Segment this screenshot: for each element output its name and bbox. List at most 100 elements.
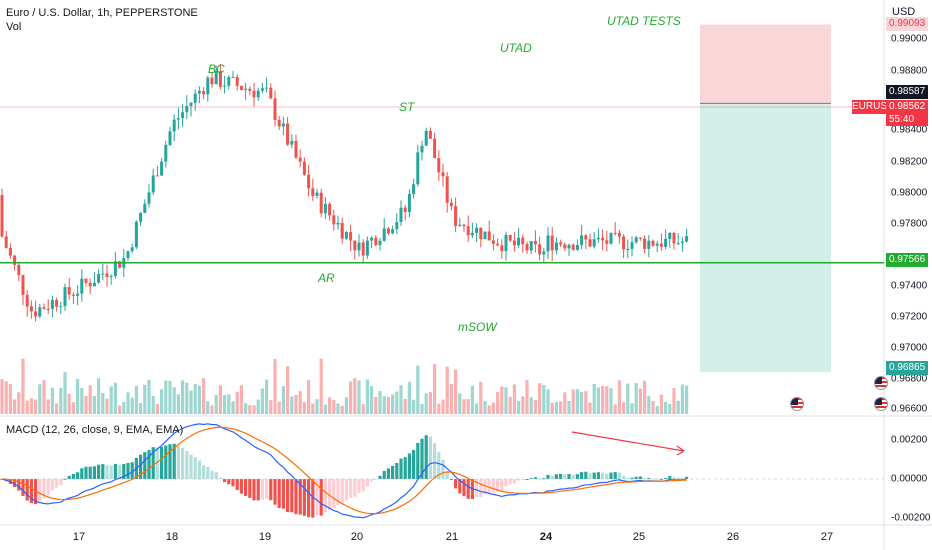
volume-bar [391,394,395,414]
candle-body [609,232,613,244]
take-profit-zone [700,103,831,373]
candle-body [248,88,252,91]
volume-bar [328,397,332,414]
volume-bar [17,392,21,414]
macd-histogram-bar [378,475,382,479]
volume-bar [46,399,50,414]
currency-label[interactable]: USD [892,6,916,18]
position-zones[interactable] [700,24,831,373]
volume-bar [67,393,71,414]
volume-bar [34,399,38,414]
macd-histogram-bar [479,479,483,498]
annotation-ar[interactable]: AR [318,271,335,285]
candle-body [596,237,600,240]
chart-title[interactable]: Euro / U.S. Dollar, 1h, PEPPERSTONE [6,7,198,19]
macd-histogram-bar [563,474,567,479]
macd-histogram-bar [155,447,159,479]
macd-histogram-bar [651,478,655,480]
candle-body [244,88,248,90]
volume-bar [344,397,348,414]
candle-body [622,236,626,250]
volume-bar [118,405,122,414]
candle-body [197,91,201,94]
volume-bar [214,395,218,414]
macd-histogram-bar [176,445,180,479]
macd-histogram-bar [441,459,445,479]
volume-bar [617,380,621,414]
macd-histogram-bar [164,445,168,479]
us-flag-icon[interactable] [790,397,804,411]
macd-histogram-bar [315,479,319,516]
macd-histogram-bar [668,476,672,479]
candle-body [399,207,403,222]
price-tick: 0.97400 [891,280,928,292]
macd-histogram-bar [529,478,533,480]
volume-bar [189,390,193,414]
macd-histogram-bar [307,479,311,518]
volume-bar [664,401,668,414]
us-flag-icon[interactable] [874,397,888,411]
target-price-tag: 0.96865 [886,361,928,375]
macd-histogram-bar [538,478,542,480]
volume-bar [483,400,487,414]
volume-bar [508,396,512,414]
volume-bar [206,401,210,414]
volume-bar [433,363,437,414]
candle-body [286,123,290,145]
candle-body [55,299,59,307]
candle-body [386,228,390,234]
candle-body [567,244,571,249]
candle-body [260,88,264,91]
annotation-msow[interactable]: mSOW [458,320,497,334]
volume-bar [63,372,67,414]
us-flag-icon[interactable] [874,376,888,390]
macd-histogram-bar [126,462,130,479]
macd-histogram-bar [609,472,613,479]
annotation-st[interactable]: ST [399,100,415,114]
volume-bar [655,405,659,414]
macd-line [1,423,687,519]
candle-body [580,235,584,246]
divergence-line [571,431,685,452]
entry-price-tag: 0.98587 [886,85,928,99]
candle-body [113,261,117,277]
volume-bar [97,378,101,414]
annotation-utad-tests[interactable]: UTAD TESTS [607,14,681,28]
macd-histogram-bar [596,472,600,479]
macd-histogram-bar [500,479,504,492]
macd-histogram-bar [214,472,218,479]
macd-histogram-bar [298,479,302,515]
volume-bar [659,394,663,414]
volume-bar [13,399,17,414]
candle-body [517,237,521,246]
macd-histogram-bar [584,471,588,479]
volume-bar [668,404,672,414]
volume-bar [248,405,252,414]
macd-histogram-bar [521,479,525,480]
candle-body [164,144,168,162]
volume-bar [370,386,374,414]
volume-label[interactable]: Vol [6,21,22,33]
macd-histogram-bar [252,479,256,501]
volume-bar [139,402,143,414]
candle-body [521,237,525,245]
macd-histogram-bar [76,472,80,479]
macd-label[interactable]: MACD (12, 26, close, 9, EMA, EMA) [6,424,184,436]
volume-bar [441,399,445,414]
volume-bar [218,385,222,414]
macd-histogram-bar [130,462,134,479]
candle-body [336,222,340,225]
stop-price-tag: 0.99093 [886,17,928,31]
annotation-bc[interactable]: BC [208,62,225,76]
macd-histogram-bar [21,479,25,496]
candle-body [403,207,407,213]
volume-bar [113,382,117,414]
symbol-tag[interactable]: EURUSD [852,100,895,114]
level-lines[interactable] [0,106,884,264]
macd-histogram-bar [88,466,92,479]
candle-body [63,287,67,307]
annotation-utad[interactable]: UTAD [500,41,532,55]
candle-body [290,140,294,145]
